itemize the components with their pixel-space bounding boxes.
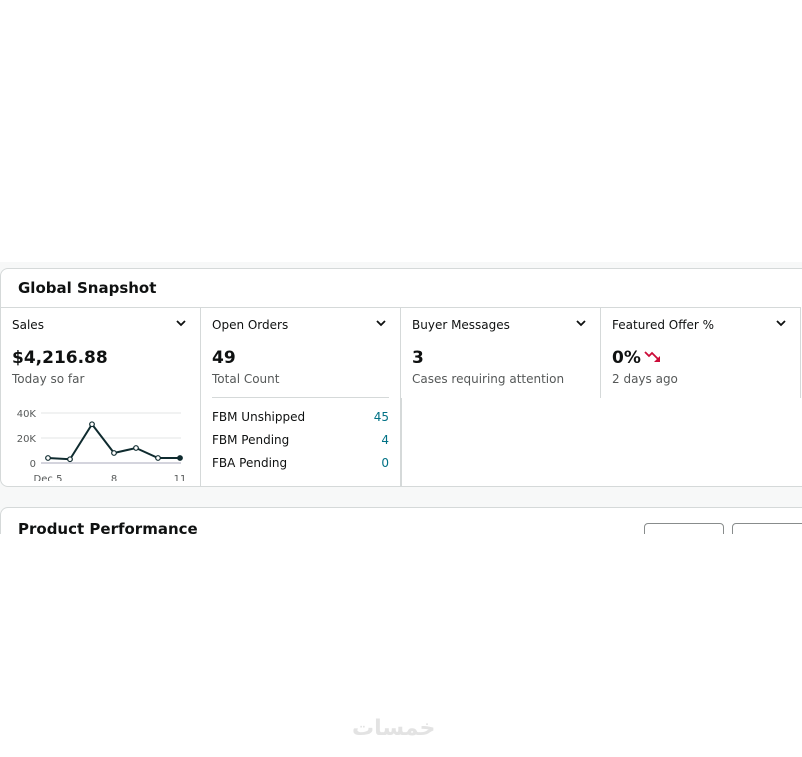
row-label: FBA Pending: [212, 456, 288, 470]
sales-chart: 0 20K 40K Dec 5 8 11: [17, 409, 187, 481]
featured-offer-sub: 2 days ago: [612, 372, 678, 386]
sales-tile[interactable]: Sales $4,216.88 Today so far 0 20K 40K Dec …: [1, 307, 201, 486]
tile-label: Buyer Messages: [412, 318, 510, 332]
order-row-fbm-unshipped[interactable]: FBM Unshipped 45: [212, 410, 389, 424]
row-value[interactable]: 0: [381, 456, 389, 470]
open-orders-sub: Total Count: [212, 372, 280, 386]
divider: [212, 397, 389, 398]
sales-value: $4,216.88: [12, 348, 108, 368]
y-tick-label: 20K: [17, 434, 37, 445]
card-title: Global Snapshot: [18, 279, 157, 297]
data-point: [111, 450, 117, 456]
row-value[interactable]: 45: [373, 410, 389, 424]
row-label: FBM Pending: [212, 433, 290, 447]
page-blank-area: [0, 534, 802, 757]
chevron-down-icon[interactable]: [574, 316, 588, 330]
data-point: [67, 456, 73, 463]
order-row-fba-pending[interactable]: FBA Pending 0: [212, 456, 389, 470]
y-tick-label: 40K: [17, 409, 37, 420]
tile-label: Open Orders: [212, 318, 289, 332]
x-tick-label: 11: [174, 474, 187, 481]
row-value[interactable]: 4: [381, 433, 389, 447]
buyer-messages-value: 3: [412, 348, 424, 368]
buyer-messages-tile[interactable]: Buyer Messages 3 Cases requiring attenti…: [401, 307, 601, 398]
open-orders-value: 49: [212, 348, 236, 368]
data-point: [45, 455, 51, 461]
x-tick-label: 8: [111, 474, 117, 481]
featured-offer-tile[interactable]: Featured Offer % 0% 2 days ago: [601, 307, 801, 398]
row-label: FBM Unshipped: [212, 410, 306, 424]
chevron-down-icon[interactable]: [774, 316, 788, 330]
divider: [401, 398, 402, 486]
tile-label: Featured Offer %: [612, 318, 715, 332]
featured-offer-value: 0%: [612, 348, 641, 368]
data-point: [133, 445, 139, 451]
data-point: [177, 455, 183, 461]
x-tick-label: Dec 5: [34, 474, 63, 481]
tile-label: Sales: [12, 318, 44, 332]
data-point: [155, 455, 161, 461]
open-orders-tile[interactable]: Open Orders 49 Total Count FBM Unshipped…: [201, 307, 401, 486]
chevron-down-icon[interactable]: [174, 316, 188, 330]
chevron-down-icon[interactable]: [374, 316, 388, 330]
trend-down-icon: [644, 351, 660, 362]
buyer-messages-sub: Cases requiring attention: [412, 372, 565, 386]
global-snapshot-card: Global Snapshot Sales $4,216.88 Today so…: [0, 268, 802, 487]
watermark-logo: خمسات: [352, 716, 436, 741]
order-row-fbm-pending[interactable]: FBM Pending 4: [212, 433, 389, 447]
y-tick-label: 0: [30, 459, 36, 470]
data-point: [89, 421, 95, 428]
card-title: Product Performance: [18, 520, 198, 538]
sales-sub: Today so far: [12, 372, 85, 386]
